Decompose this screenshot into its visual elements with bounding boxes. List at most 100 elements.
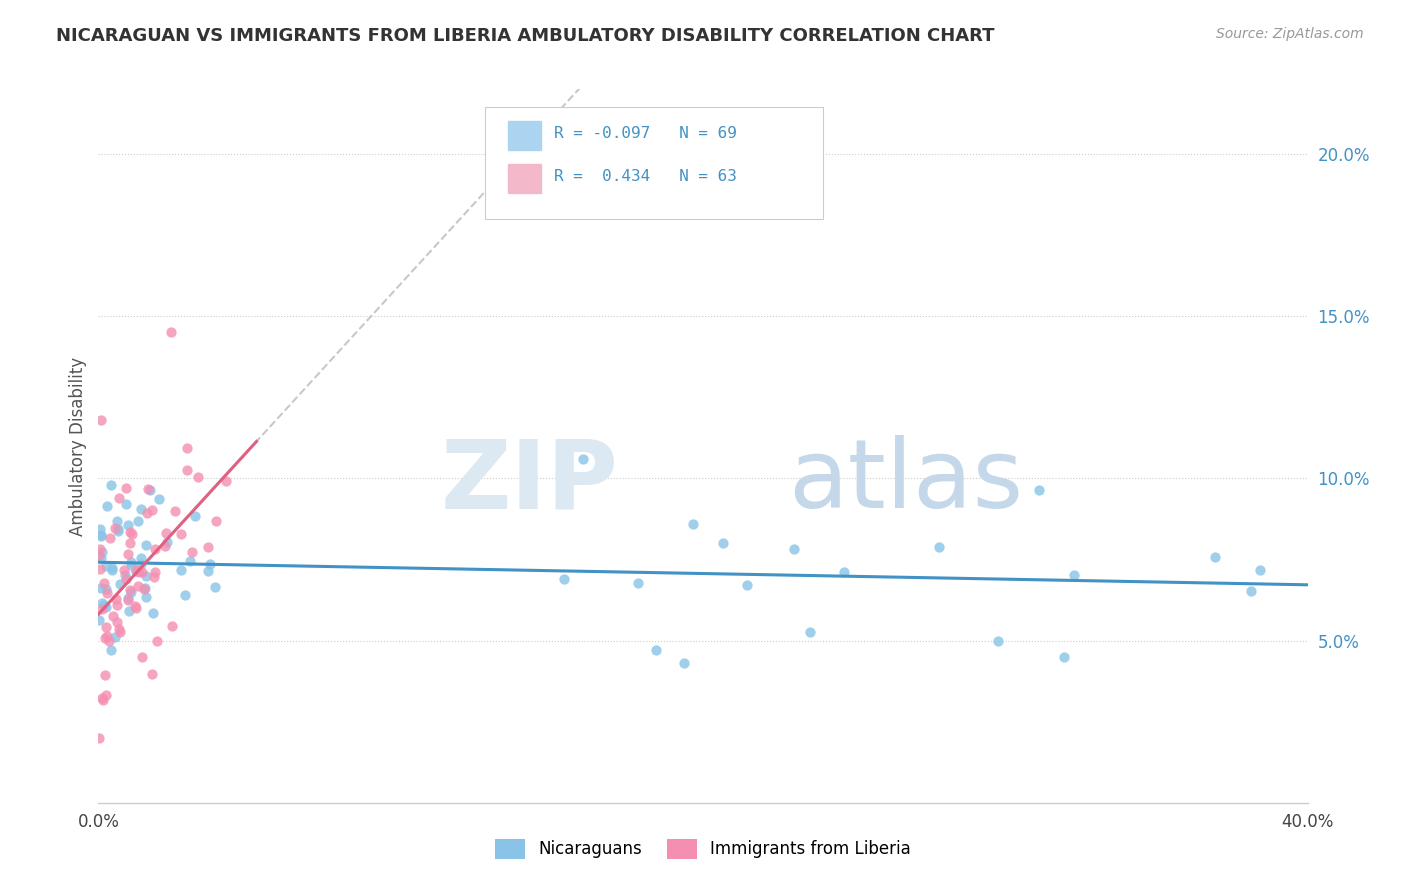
Point [94,620,117,634]
Point [94,600,117,615]
Point [120,585,142,599]
Point [165,504,187,518]
Point [187,470,209,484]
Point [101,561,124,575]
Point [91,601,114,615]
Point [571,452,593,467]
Point [204,580,226,594]
Point [928,540,950,554]
Point [93,668,115,682]
Point [118,525,141,540]
Point [142,570,165,584]
Point [153,539,176,553]
Text: R = -0.097   N = 69: R = -0.097 N = 69 [554,127,737,141]
Point [118,583,141,598]
Point [101,608,124,623]
Point [96,500,118,514]
Point [129,550,152,565]
Text: ZIP: ZIP [440,435,619,528]
Point [125,600,148,615]
Point [107,522,129,536]
Point [170,563,193,577]
Point [96,586,118,600]
Text: NICARAGUAN VS IMMIGRANTS FROM LIBERIA AMBULATORY DISABILITY CORRELATION CHART: NICARAGUAN VS IMMIGRANTS FROM LIBERIA AM… [56,27,994,45]
Point [104,592,127,607]
Point [90,545,112,559]
Point [96,559,118,574]
Point [181,545,204,559]
Point [184,509,207,524]
Point [93,598,115,612]
Point [89,731,111,745]
Point [136,506,159,520]
Point [148,492,170,507]
Point [105,615,128,629]
Point [105,598,128,612]
Point [1053,649,1076,664]
Point [783,542,806,557]
Point [135,569,157,583]
Point [197,564,219,578]
Point [100,477,122,491]
Point [176,463,198,477]
Text: atlas: atlas [787,435,1022,528]
Point [115,572,138,586]
Point [90,596,112,610]
Point [143,565,166,579]
Point [108,491,131,505]
Point [179,553,201,567]
Point [141,667,163,681]
Point [96,582,118,596]
Point [155,526,177,541]
Point [117,604,139,618]
Point [1249,563,1271,577]
Point [146,634,169,648]
Point [682,517,704,532]
Point [1240,584,1263,599]
Point [131,502,153,516]
Point [672,656,695,670]
Point [129,557,152,571]
Point [117,592,139,607]
Point [96,688,118,702]
Point [135,590,157,604]
Point [90,582,112,596]
Point [142,607,165,621]
Point [115,482,138,496]
Point [134,582,156,596]
Point [97,633,120,648]
Point [100,642,122,657]
Point [107,524,129,538]
Point [90,550,112,565]
Point [131,565,153,579]
Point [125,563,148,577]
Point [89,542,111,557]
Point [117,591,139,605]
Point [108,577,131,591]
Point [117,547,139,561]
Point [112,563,135,577]
Point [198,557,221,571]
Point [96,629,118,643]
Point [176,441,198,455]
Point [90,529,112,543]
Point [104,630,127,644]
Point [89,562,111,576]
Point [127,578,149,592]
Point [90,690,112,705]
Point [160,619,183,633]
Point [553,572,575,586]
Point [87,548,110,562]
Point [987,633,1010,648]
Point [215,474,238,488]
Legend: Nicaraguans, Immigrants from Liberia: Nicaraguans, Immigrants from Liberia [488,832,918,866]
Point [108,624,131,639]
Point [120,555,142,569]
Point [107,622,129,636]
Point [120,558,142,572]
Point [120,536,142,550]
Point [114,497,136,511]
Point [114,567,136,582]
Point [799,624,821,639]
Point [117,517,139,532]
